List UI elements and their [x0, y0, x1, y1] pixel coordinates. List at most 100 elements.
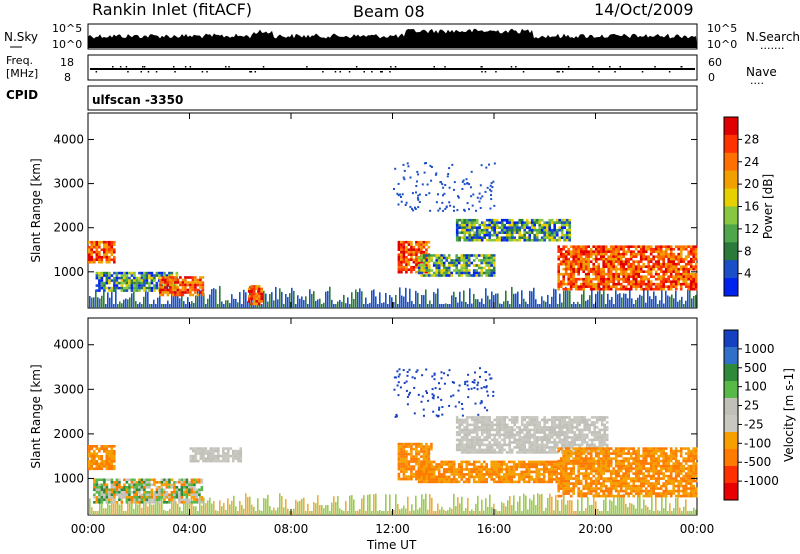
- echo-cell: [113, 276, 116, 280]
- echo-cell: [572, 277, 575, 281]
- echo-cell: [405, 462, 408, 466]
- echo-cell: [445, 269, 448, 272]
- echo-cell: [488, 231, 491, 234]
- echo-cell: [422, 254, 426, 257]
- echo-cell: [98, 253, 101, 256]
- echo-cell: [573, 421, 576, 424]
- echo-cell: [209, 449, 213, 453]
- ground-scatter-cell: [543, 511, 545, 515]
- echo-cell: [592, 469, 595, 473]
- echo-cell: [161, 286, 165, 289]
- echo-cell: [587, 477, 590, 480]
- echo-cell: [629, 285, 633, 288]
- echo-cell: [505, 465, 508, 469]
- echo-cell: [515, 443, 519, 447]
- ground-scatter-cell: [105, 508, 107, 515]
- echo-cell: [585, 433, 589, 437]
- colorbar-swatch: [724, 188, 738, 207]
- echo-cell: [614, 275, 618, 278]
- echo-cell: [677, 257, 680, 261]
- echo-cell: [455, 223, 459, 227]
- echo-cell: [542, 478, 546, 481]
- echo-cell: [604, 257, 608, 261]
- echo-cell: [113, 450, 116, 453]
- echo-cell: [485, 446, 489, 449]
- echo-cell: [200, 498, 204, 502]
- echo-cell: [622, 275, 625, 278]
- echo-cell: [475, 418, 479, 422]
- echo-cell: [465, 426, 469, 429]
- echo-cell: [583, 421, 586, 424]
- echo-cell: [612, 282, 615, 286]
- echo-cell: [495, 480, 498, 484]
- echo-cell: [100, 258, 104, 261]
- echo-cell: [397, 258, 401, 261]
- freq-sample-dot: [562, 71, 564, 73]
- echo-cell: [490, 264, 493, 267]
- echo-cell: [692, 275, 695, 278]
- echo-cell: [400, 250, 403, 254]
- echo-cell: [475, 236, 479, 239]
- echo-cell: [427, 465, 431, 469]
- echo-cell: [523, 221, 526, 224]
- echo-cell: [194, 457, 198, 460]
- echo-cell: [619, 255, 623, 258]
- echo-cell: [594, 277, 598, 281]
- echo-cell: [190, 483, 194, 487]
- echo-cell: [410, 258, 413, 261]
- echo-cell: [562, 245, 565, 248]
- echo-cell: [400, 263, 403, 266]
- echo-cell: [125, 478, 129, 482]
- echo-cell: [533, 238, 536, 242]
- echo-cell: [577, 467, 580, 470]
- echo-cell: [560, 438, 564, 442]
- echo-cell: [445, 480, 448, 484]
- echo-cell: [560, 236, 564, 239]
- echo-cell: [592, 257, 595, 261]
- echo-cell: [417, 470, 421, 474]
- echo-cell: [430, 274, 433, 277]
- echo-cell: [482, 266, 486, 270]
- echo-cell: [473, 423, 476, 427]
- echo-cell: [657, 265, 660, 268]
- echo-cell: [135, 284, 139, 287]
- echo-cell: [202, 449, 205, 453]
- ground-scatter-cell: [263, 498, 265, 515]
- echo-cell: [488, 436, 491, 439]
- echo-cell: [239, 452, 243, 455]
- echo-cell: [574, 255, 578, 258]
- echo-cell: [537, 475, 541, 479]
- echo-cell: [186, 283, 190, 287]
- echo-cell: [105, 465, 109, 468]
- echo-cell: [647, 255, 650, 258]
- ground-scatter-cell: [661, 494, 663, 515]
- echo-cell: [562, 469, 565, 473]
- echo-cell: [530, 223, 534, 227]
- echo-cell: [420, 266, 423, 270]
- colorbar-tick-label: 8: [744, 244, 752, 258]
- ground-scatter-cell: [197, 289, 199, 308]
- echo-cell: [562, 267, 565, 271]
- echo-cell: [475, 451, 479, 454]
- echo-cell: [199, 449, 203, 453]
- echo-cell: [397, 253, 401, 256]
- echo-cell: [540, 226, 544, 229]
- echo-cell: [470, 443, 474, 447]
- echo-cell: [93, 481, 96, 484]
- echo-cell: [184, 286, 187, 289]
- echo-cell: [155, 274, 159, 277]
- echo-cell: [410, 475, 413, 478]
- echo-cell: [597, 280, 600, 283]
- echo-cell: [100, 271, 104, 275]
- echo-cell: [598, 433, 601, 437]
- echo-cell: [559, 252, 563, 256]
- ground-scatter-cell: [543, 300, 545, 308]
- echo-cell: [460, 463, 463, 466]
- echo-speckle: [429, 209, 432, 212]
- echo-cell: [175, 481, 179, 484]
- echo-cell: [583, 436, 586, 439]
- echo-cell: [563, 438, 566, 442]
- ground-scatter-cell: [405, 508, 407, 515]
- echo-cell: [425, 470, 428, 474]
- ground-scatter-cell: [363, 495, 365, 515]
